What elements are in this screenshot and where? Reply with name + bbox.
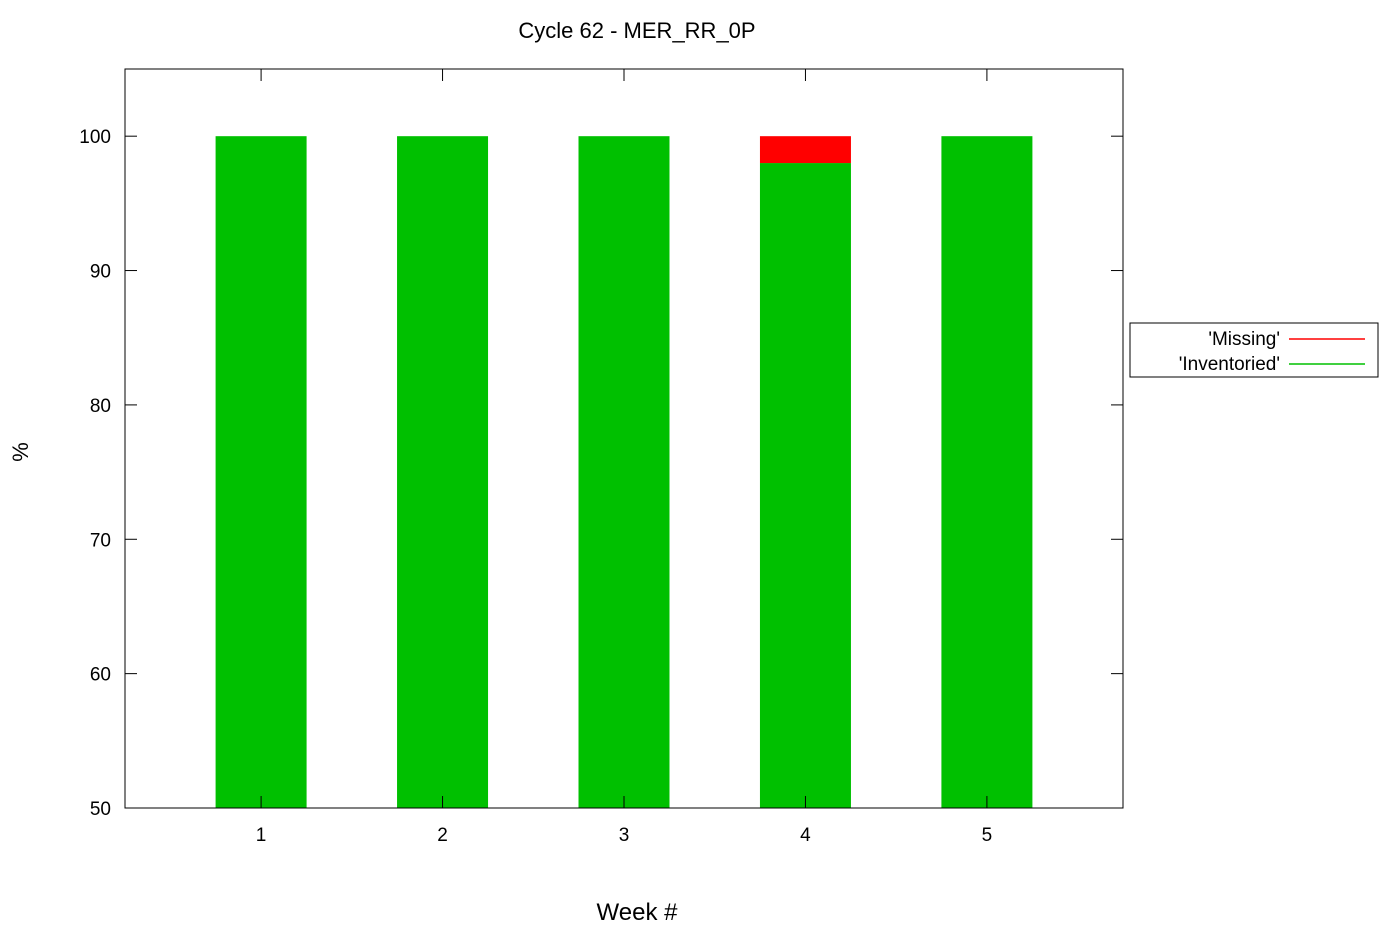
bar-inventoried-week-2 [397,136,489,808]
y-tick-label: 80 [90,396,111,417]
bar-inventoried-week-4 [759,163,851,808]
bar-missing-week-4 [759,136,851,164]
legend-label: 'Inventoried' [1179,354,1280,375]
x-tick-label: 1 [256,825,267,846]
legend: 'Missing' 'Inventoried' [1129,322,1379,378]
legend-box [1129,322,1379,378]
x-tick-label: 3 [619,825,630,846]
y-tick-label: 70 [90,530,111,551]
x-axis-label: Week # [597,899,679,925]
x-tick-label: 4 [800,825,811,846]
bar-inventoried-week-1 [215,136,307,808]
y-tick-label: 50 [90,799,111,820]
bar-inventoried-week-5 [941,136,1033,808]
y-tick-label: 60 [90,665,111,686]
legend-label: 'Missing' [1208,329,1280,350]
y-tick-label: 90 [90,262,111,283]
bar-inventoried-week-3 [578,136,670,808]
chart-title: Cycle 62 - MER_RR_0P [518,18,755,43]
y-tick-label: 100 [79,127,111,148]
x-tick-label: 2 [437,825,448,846]
y-axis-label: % [8,442,33,462]
x-tick-label: 5 [982,825,993,846]
